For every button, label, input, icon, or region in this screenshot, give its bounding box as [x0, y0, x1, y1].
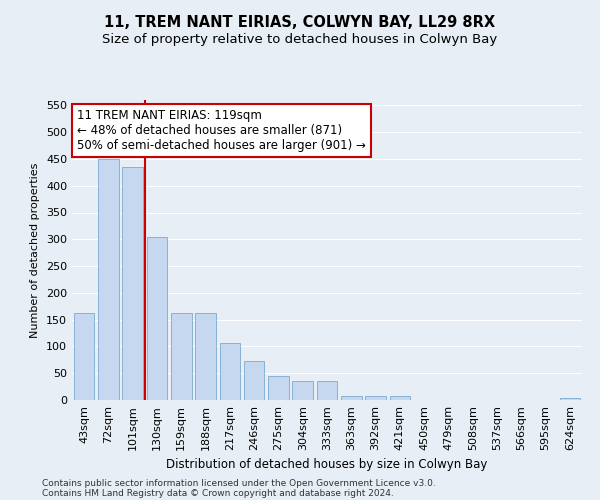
- Bar: [171, 312, 191, 400]
- Bar: [74, 313, 94, 400]
- Bar: [122, 167, 143, 400]
- Bar: [268, 376, 289, 400]
- Bar: [220, 343, 240, 400]
- Bar: [244, 361, 265, 400]
- Bar: [365, 396, 386, 400]
- Text: Contains public sector information licensed under the Open Government Licence v3: Contains public sector information licen…: [42, 478, 436, 488]
- Bar: [98, 159, 119, 400]
- Text: 11 TREM NANT EIRIAS: 119sqm
← 48% of detached houses are smaller (871)
50% of se: 11 TREM NANT EIRIAS: 119sqm ← 48% of det…: [77, 109, 366, 152]
- Bar: [389, 396, 410, 400]
- X-axis label: Distribution of detached houses by size in Colwyn Bay: Distribution of detached houses by size …: [166, 458, 488, 471]
- Bar: [146, 236, 167, 400]
- Bar: [341, 396, 362, 400]
- Bar: [560, 398, 580, 400]
- Text: Contains HM Land Registry data © Crown copyright and database right 2024.: Contains HM Land Registry data © Crown c…: [42, 488, 394, 498]
- Text: 11, TREM NANT EIRIAS, COLWYN BAY, LL29 8RX: 11, TREM NANT EIRIAS, COLWYN BAY, LL29 8…: [104, 15, 496, 30]
- Bar: [292, 381, 313, 400]
- Bar: [317, 381, 337, 400]
- Y-axis label: Number of detached properties: Number of detached properties: [31, 162, 40, 338]
- Bar: [195, 312, 216, 400]
- Text: Size of property relative to detached houses in Colwyn Bay: Size of property relative to detached ho…: [103, 32, 497, 46]
